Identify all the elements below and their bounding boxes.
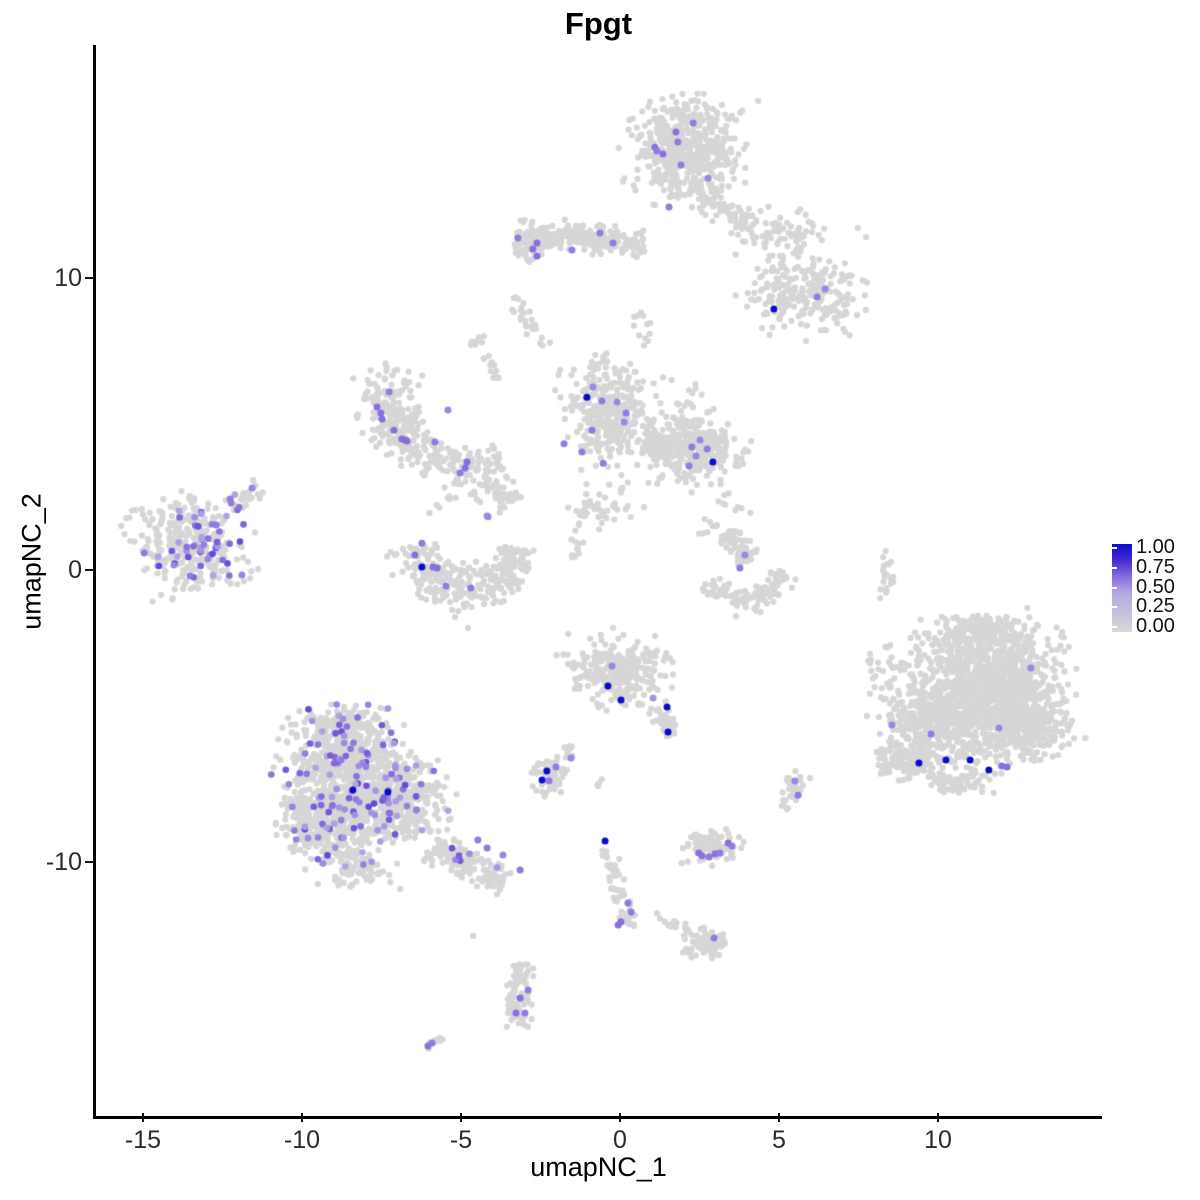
colorbar-gradient <box>1112 544 1132 632</box>
x-tick-mark <box>301 1113 303 1122</box>
colorbar-tick <box>1112 626 1117 628</box>
x-tick-label: -15 <box>124 1126 162 1154</box>
colorbar-label: 1.00 <box>1136 536 1175 558</box>
colorbar-tick <box>1112 547 1117 549</box>
x-axis-line <box>93 1116 1102 1119</box>
colorbar-label: 0.75 <box>1136 555 1175 578</box>
plot-title: Fpgt <box>564 6 633 41</box>
y-tick-mark <box>85 569 94 571</box>
x-tick-mark <box>778 1113 780 1122</box>
x-tick-mark <box>937 1113 939 1122</box>
colorbar-tick <box>1112 566 1117 569</box>
colorbar-label: 0.50 <box>1136 575 1175 598</box>
x-tick-mark <box>619 1113 621 1122</box>
colorbar-tick <box>1112 606 1117 609</box>
umap-scatter-canvas <box>95 45 1102 1117</box>
x-tick-label: 5 <box>772 1126 786 1154</box>
colorbar-tick <box>1112 586 1117 589</box>
x-tick-mark <box>142 1113 144 1122</box>
y-axis-line <box>93 45 96 1119</box>
y-tick-mark <box>85 277 94 279</box>
colorbar-label: 0.00 <box>1136 615 1175 637</box>
x-tick-label: -10 <box>283 1126 321 1154</box>
x-tick-label: -5 <box>449 1126 473 1154</box>
y-tick-label: 10 <box>54 264 82 292</box>
colorbar-label: 0.25 <box>1136 595 1175 618</box>
x-tick-mark <box>460 1113 462 1122</box>
colorbar-legend: 1.00 0.75 0.50 0.25 0.00 <box>1112 537 1200 647</box>
x-tick-label: 0 <box>613 1126 627 1154</box>
x-axis-title: umapNC_1 <box>530 1152 667 1182</box>
y-tick-mark <box>85 861 94 863</box>
x-tick-label: 10 <box>924 1126 952 1154</box>
y-tick-label: 0 <box>68 556 82 584</box>
y-tick-label: -10 <box>45 848 82 876</box>
